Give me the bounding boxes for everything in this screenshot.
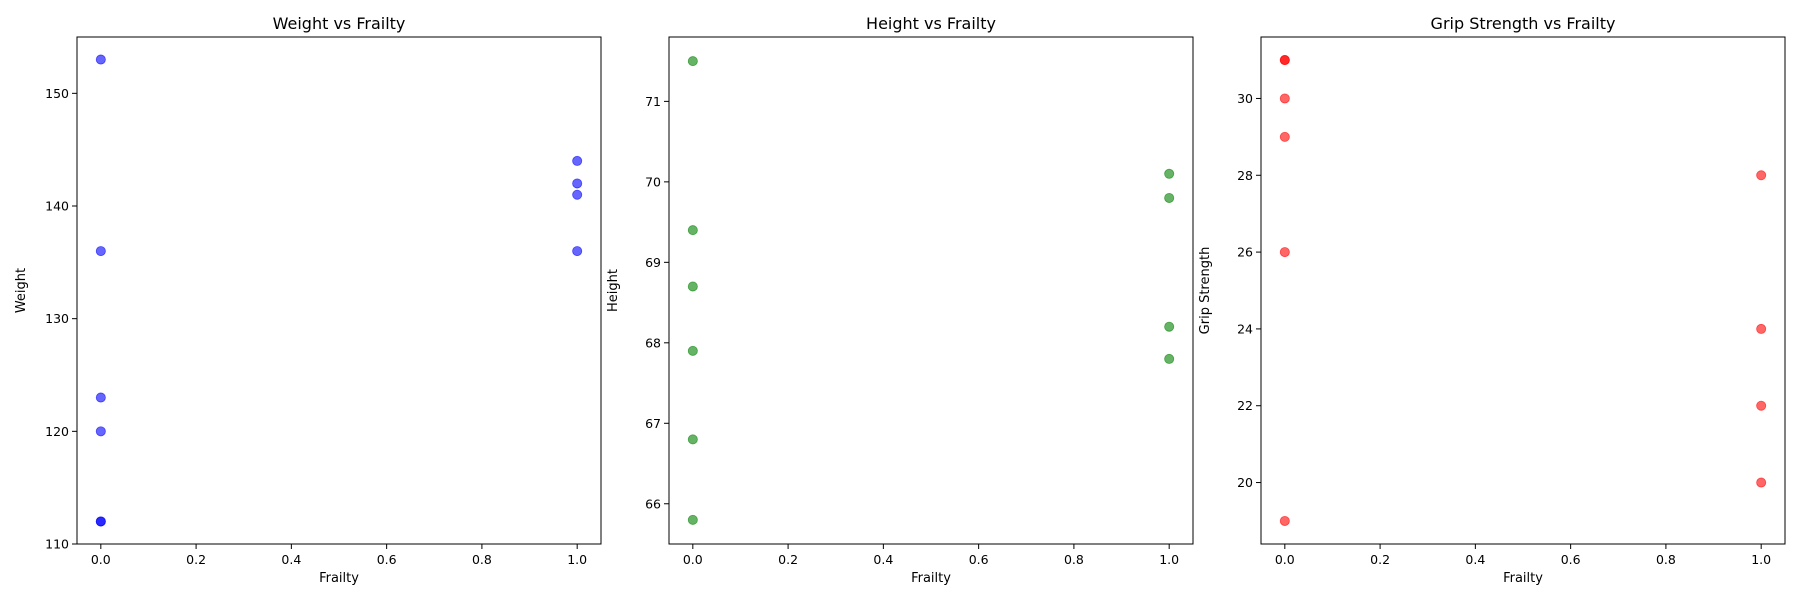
axes-frame bbox=[76, 36, 602, 545]
y-tick-label: 150 bbox=[45, 86, 69, 101]
axes-frame bbox=[1260, 36, 1786, 545]
x-tick-label: 0.4 bbox=[873, 552, 893, 567]
x-tick-label: 0.8 bbox=[1656, 552, 1676, 567]
x-tick-label: 0.2 bbox=[1370, 552, 1390, 567]
chart-title: Grip Strength vs Frailty bbox=[1431, 14, 1616, 33]
y-tick-label: 110 bbox=[45, 537, 69, 552]
x-tick-label: 0.4 bbox=[281, 552, 301, 567]
y-axis-label: Grip Strength bbox=[1198, 247, 1213, 335]
scatter-point bbox=[687, 281, 698, 292]
y-axis-label: Weight bbox=[14, 268, 29, 313]
scatter-point bbox=[687, 56, 698, 67]
y-tick-label: 30 bbox=[1237, 91, 1253, 106]
x-tick-label: 0.4 bbox=[1465, 552, 1485, 567]
y-tick-label: 67 bbox=[645, 416, 661, 431]
y-tick-label: 70 bbox=[645, 174, 661, 189]
y-axis-label: Height bbox=[606, 269, 621, 312]
y-tick-label: 28 bbox=[1237, 168, 1253, 183]
scatter-point bbox=[1756, 400, 1767, 411]
scatter-point bbox=[572, 178, 583, 189]
scatter-point bbox=[95, 426, 106, 437]
chart-title: Weight vs Frailty bbox=[273, 14, 406, 33]
y-tick-label: 26 bbox=[1237, 245, 1253, 260]
y-tick-label: 71 bbox=[645, 94, 661, 109]
scatter-point bbox=[1756, 170, 1767, 181]
scatter-point bbox=[1756, 477, 1767, 488]
chart-panel-1: Height vs Frailty 0.0 0.2 0.4 0.6 0.8 1.0 66 67 6… bbox=[606, 14, 1194, 586]
x-tick-label: 1.0 bbox=[567, 552, 587, 567]
y-tick-label: 20 bbox=[1237, 475, 1253, 490]
scatter-point bbox=[572, 155, 583, 166]
x-tick-label: 0.2 bbox=[186, 552, 206, 567]
scatter-point bbox=[687, 434, 698, 445]
scatter-point bbox=[1279, 247, 1290, 258]
scatter-point bbox=[1164, 192, 1175, 203]
y-tick-label: 69 bbox=[645, 255, 661, 270]
scatter-point bbox=[687, 514, 698, 525]
x-tick-label: 0.6 bbox=[969, 552, 989, 567]
scatter-point bbox=[1279, 131, 1290, 142]
x-tick-label: 0.8 bbox=[1064, 552, 1084, 567]
y-tick-label: 22 bbox=[1237, 398, 1253, 413]
x-axis-label: Frailty bbox=[1503, 571, 1543, 586]
chart-panel-0: Weight vs Frailty 0.0 0.2 0.4 0.6 0.8 1.0 110 12… bbox=[14, 14, 602, 586]
x-tick-label: 0.6 bbox=[377, 552, 397, 567]
scatter-point bbox=[95, 392, 106, 403]
scatter-point bbox=[572, 189, 583, 200]
scatter-point bbox=[95, 246, 106, 257]
scatter-point bbox=[1164, 353, 1175, 364]
chart-title: Height vs Frailty bbox=[866, 14, 996, 33]
scatter-point bbox=[95, 54, 106, 65]
axes-frame bbox=[668, 36, 1194, 545]
scatter-point bbox=[95, 516, 106, 527]
scatter-point bbox=[1164, 168, 1175, 179]
scatter-point bbox=[572, 246, 583, 257]
scatter-point bbox=[1279, 93, 1290, 104]
y-tick-label: 68 bbox=[645, 335, 661, 350]
y-tick-label: 130 bbox=[45, 311, 69, 326]
y-tick-label: 66 bbox=[645, 496, 661, 511]
x-axis-label: Frailty bbox=[319, 571, 359, 586]
x-tick-label: 0.2 bbox=[778, 552, 798, 567]
y-tick-label: 120 bbox=[45, 424, 69, 439]
scatter-point bbox=[687, 345, 698, 356]
scatter-point bbox=[1279, 515, 1290, 526]
x-tick-label: 1.0 bbox=[1159, 552, 1179, 567]
x-tick-label: 0.6 bbox=[1561, 552, 1581, 567]
x-tick-label: 0.0 bbox=[1275, 552, 1295, 567]
x-tick-label: 0.0 bbox=[683, 552, 703, 567]
x-tick-label: 0.0 bbox=[91, 552, 111, 567]
x-tick-label: 0.8 bbox=[472, 552, 492, 567]
x-axis-label: Frailty bbox=[911, 571, 951, 586]
chart-panel-2: Grip Strength vs Frailty 0.0 0.2 0.4 0.6 0.8 1… bbox=[1198, 14, 1786, 586]
y-tick-label: 140 bbox=[45, 199, 69, 214]
x-tick-label: 1.0 bbox=[1751, 552, 1771, 567]
scatter-point bbox=[687, 225, 698, 236]
scatter-point bbox=[1164, 321, 1175, 332]
scatter-point bbox=[1756, 323, 1767, 334]
scatter-point bbox=[1279, 55, 1290, 66]
y-tick-label: 24 bbox=[1237, 321, 1253, 336]
